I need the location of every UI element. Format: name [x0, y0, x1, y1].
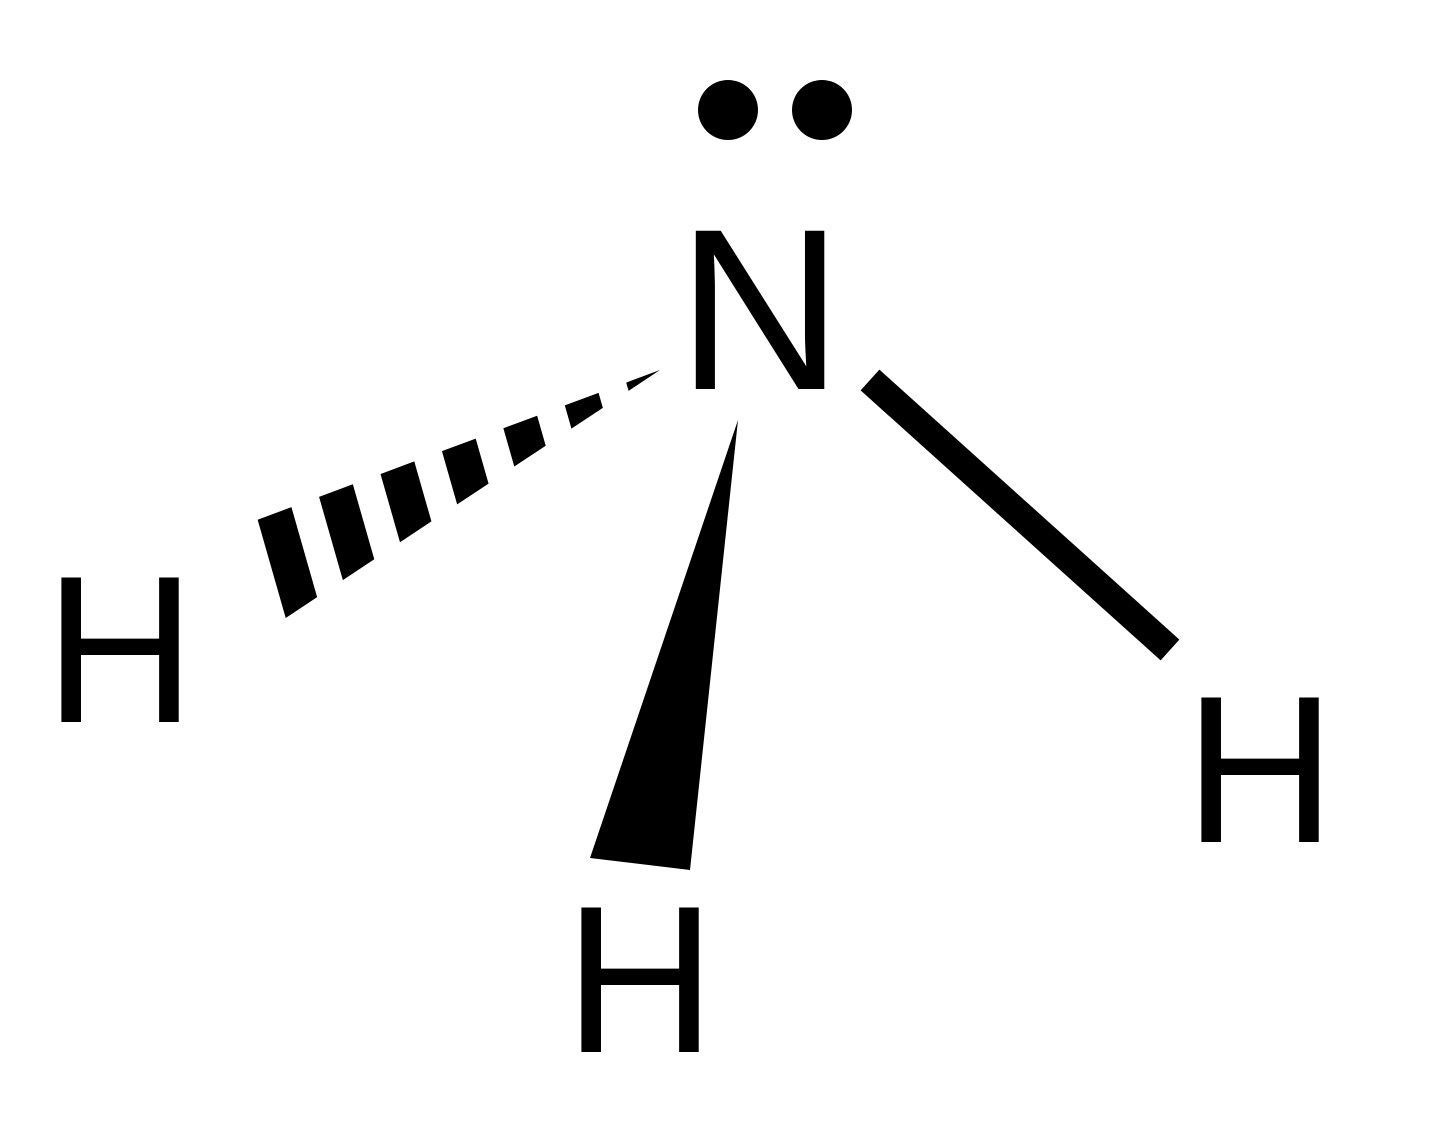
- bond-layer: [0, 0, 1440, 1144]
- lone-pair-dots: [698, 80, 852, 140]
- atom-hydrogen-bottom: H: [564, 875, 716, 1085]
- atom-hydrogen-right: H: [1184, 665, 1336, 875]
- molecule-stage: N H H H: [0, 0, 1440, 1144]
- atom-nitrogen: N: [677, 195, 843, 425]
- plain-bond: [870, 380, 1170, 650]
- wedge-hashed-bond: [258, 370, 660, 618]
- wedge-solid-bond: [590, 420, 738, 870]
- atom-hydrogen-left: H: [44, 545, 196, 755]
